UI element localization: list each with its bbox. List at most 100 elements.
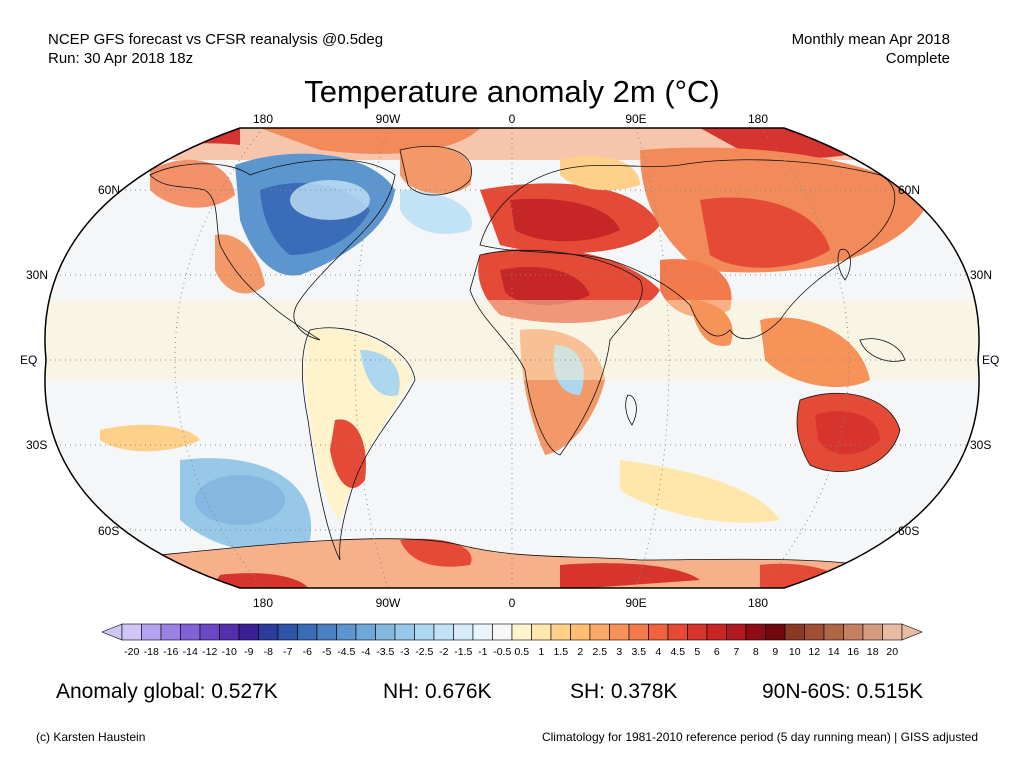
colorbar: -20 -18 -16 -14 -12 -10 -9 -8 -7 -6 -5 -4.5 -4 -3.5 -3…: [101, 623, 923, 658]
lat-label-left-60s: 60S: [98, 524, 120, 538]
colorbar-label: -4: [361, 646, 370, 658]
colorbar-label: -3.5: [376, 646, 394, 658]
colorbar-label: -20: [124, 646, 139, 658]
stat-global: Anomaly global: 0.527K: [56, 680, 278, 703]
lat-label-left-30n: 30N: [26, 268, 49, 282]
colorbar-label: -6: [303, 646, 312, 658]
period-info: Monthly mean Apr 2018 Complete: [792, 30, 950, 68]
colorbar-swatch: [706, 623, 727, 641]
run-line: Run: 30 Apr 2018 18z: [48, 50, 194, 67]
colorbar-label: -2.5: [415, 646, 433, 658]
colorbar-swatch: [648, 623, 669, 641]
colorbar-swatch: [765, 623, 786, 641]
colorbar-swatch: [843, 623, 864, 641]
colorbar-label: 16: [847, 646, 859, 658]
colorbar-label: 7: [733, 646, 739, 658]
lat-label-left-30s: 30S: [26, 438, 48, 452]
colorbar-swatch: [219, 623, 240, 641]
colorbar-swatch: [238, 623, 259, 641]
colorbar-swatch: [394, 623, 415, 641]
lon-label-bottom-90w: 90W: [375, 596, 401, 610]
colorbar-swatch: [628, 623, 649, 641]
colorbar-label: -16: [163, 646, 178, 658]
colorbar-label: 18: [867, 646, 879, 658]
colorbar-label: 20: [886, 646, 898, 658]
colorbar-swatch: [784, 623, 805, 641]
colorbar-label: 3: [616, 646, 622, 658]
colorbar-label: -5: [322, 646, 331, 658]
colorbar-label: -1.5: [454, 646, 472, 658]
status-line: Complete: [885, 50, 950, 67]
colorbar-swatch: [492, 623, 513, 641]
colorbar-swatch: [745, 623, 766, 641]
lat-label-right-60n: 60N: [898, 183, 921, 197]
colorbar-label: 10: [789, 646, 801, 658]
graticule: [44, 128, 980, 588]
colorbar-swatch: [414, 623, 435, 641]
colorbar-label: 0.5: [514, 646, 529, 658]
colorbar-label: 9: [772, 646, 778, 658]
colorbar-label: -4.5: [337, 646, 355, 658]
colorbar-high-extension: [901, 623, 923, 641]
coastlines: [149, 145, 906, 571]
colorbar-swatch: [297, 623, 318, 641]
lon-label-top-90w: 90W: [375, 112, 401, 126]
colorbar-swatch: [375, 623, 396, 641]
colorbar-label: -14: [183, 646, 198, 658]
colorbar-label: 4: [655, 646, 661, 658]
run-info: NCEP GFS forecast vs CFSR reanalysis @0.…: [48, 30, 383, 68]
colorbar-label: -0.5: [493, 646, 511, 658]
anomaly-field: [44, 128, 980, 588]
colorbar-label: 4.5: [670, 646, 685, 658]
colorbar-swatch: [570, 623, 591, 641]
lon-label-bottom-180e: 180: [747, 596, 769, 610]
lat-label-left-eq: EQ: [20, 353, 38, 367]
colorbar-swatch: [882, 623, 903, 641]
colorbar-swatch: [258, 623, 279, 641]
colorbar-swatch: [433, 623, 454, 641]
stat-polar: 90N-60S: 0.515K: [762, 680, 924, 703]
lon-label-bottom-0: 0: [508, 596, 516, 610]
lon-label-top-0: 0: [508, 112, 516, 126]
page-title: Temperature anomaly 2m (°C): [304, 74, 720, 109]
colorbar-swatch: [121, 623, 142, 641]
colorbar-swatch: [609, 623, 630, 641]
colorbar-swatch: [160, 623, 181, 641]
map-outline: [44, 127, 980, 589]
colorbar-swatch: [589, 623, 610, 641]
colorbar-label: 1.5: [553, 646, 568, 658]
colorbar-swatch: [199, 623, 220, 641]
colorbar-swatch: [336, 623, 357, 641]
footer-credit: (c) Karsten Haustein: [36, 730, 146, 744]
colorbar-swatch: [823, 623, 844, 641]
colorbar-label: 8: [753, 646, 759, 658]
lat-label-right-30n: 30N: [970, 268, 993, 282]
colorbar-label: -10: [222, 646, 237, 658]
stat-nh: NH: 0.676K: [383, 680, 492, 703]
colorbar-label: 3.5: [631, 646, 646, 658]
lat-label-right-eq: EQ: [982, 353, 1000, 367]
colorbar-label: -7: [283, 646, 292, 658]
colorbar-swatch: [531, 623, 552, 641]
colorbar-label: -2: [439, 646, 448, 658]
colorbar-label: 6: [714, 646, 720, 658]
colorbar-swatch: [141, 623, 162, 641]
model-line: NCEP GFS forecast vs CFSR reanalysis @0.…: [48, 31, 384, 48]
colorbar-swatch: [804, 623, 825, 641]
colorbar-swatch: [862, 623, 883, 641]
colorbar-swatch: [667, 623, 688, 641]
colorbar-label: -9: [244, 646, 253, 658]
colorbar-swatch: [511, 623, 532, 641]
colorbar-swatch: [277, 623, 298, 641]
colorbar-label: 2.5: [592, 646, 607, 658]
lat-label-right-30s: 30S: [970, 438, 992, 452]
colorbar-label: 2: [577, 646, 583, 658]
stat-sh: SH: 0.378K: [570, 680, 678, 703]
lon-label-top-90e: 90E: [625, 112, 647, 126]
footer-note: Climatology for 1981-2010 reference peri…: [541, 730, 978, 744]
lat-label-right-60s: 60S: [898, 524, 920, 538]
colorbar-label: -12: [202, 646, 217, 658]
lon-label-bottom-180w: 180: [252, 596, 274, 610]
colorbar-label: 12: [808, 646, 820, 658]
